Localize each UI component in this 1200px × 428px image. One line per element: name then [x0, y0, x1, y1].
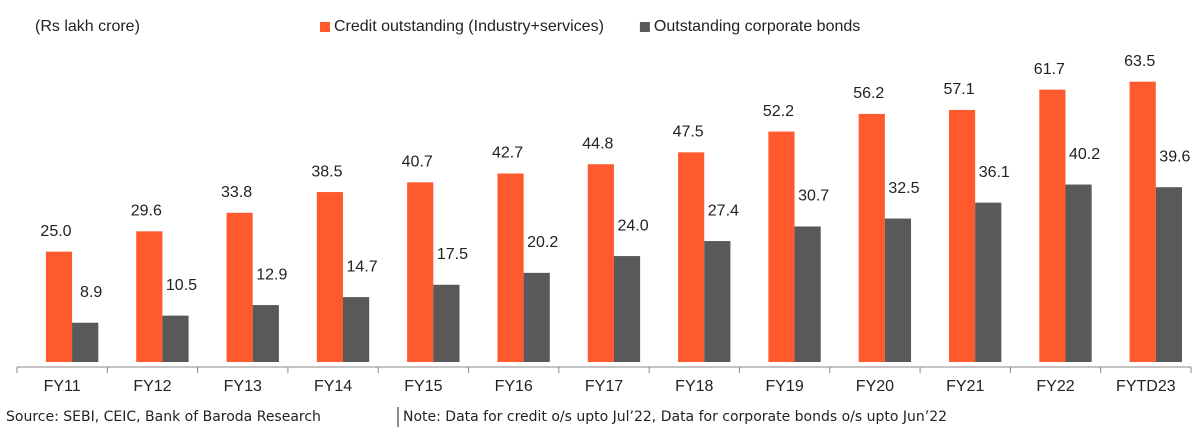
x-tick-label: FY16 — [495, 378, 533, 395]
bar — [858, 113, 885, 362]
legend-label: Credit outstanding (Industry+services) — [334, 18, 604, 35]
x-tick-label: FY17 — [585, 378, 623, 395]
value-label: 8.9 — [80, 284, 102, 301]
x-tick-label: FY15 — [404, 378, 442, 395]
x-tick-label: FY19 — [765, 378, 803, 395]
bar — [768, 131, 795, 362]
bar — [226, 212, 253, 362]
value-label: 40.7 — [402, 154, 433, 171]
value-label: 44.8 — [582, 135, 613, 152]
bar — [1155, 187, 1182, 362]
x-tick-label: FY14 — [314, 378, 352, 395]
bar — [433, 284, 460, 362]
x-tick-label: FY11 — [44, 378, 81, 395]
value-label: 20.2 — [527, 234, 558, 251]
source: Source: SEBI, CEIC, Bank of Baroda Resea… — [6, 409, 321, 425]
value-label: 38.5 — [311, 163, 342, 180]
x-tick-label: FY12 — [133, 378, 171, 395]
bar — [587, 164, 614, 362]
bar — [948, 109, 976, 363]
bar — [975, 202, 1002, 362]
value-label: 30.7 — [798, 188, 829, 205]
legend-swatch — [639, 22, 650, 32]
value-label: 42.7 — [492, 145, 523, 162]
bar — [45, 251, 73, 362]
value-label: 10.5 — [166, 277, 197, 294]
bar — [407, 182, 434, 362]
value-label: 47.5 — [673, 124, 704, 141]
value-label: 25.0 — [40, 223, 71, 240]
bar — [252, 305, 279, 362]
x-tick-label: FY20 — [856, 378, 894, 395]
value-label: 61.7 — [1034, 61, 1065, 78]
bar — [72, 322, 99, 362]
bar — [678, 152, 705, 362]
value-label: 32.5 — [888, 180, 919, 197]
note: Note: Data for credit o/s upto Jul’22, D… — [403, 409, 947, 425]
bar — [497, 173, 524, 362]
bar — [523, 272, 550, 362]
legend-label: Outstanding corporate bonds — [654, 18, 860, 35]
bar — [136, 231, 163, 362]
value-label: 39.6 — [1159, 148, 1190, 165]
value-label: 36.1 — [979, 164, 1010, 181]
bar — [1065, 184, 1092, 362]
value-label: 29.6 — [131, 203, 162, 220]
value-label: 56.2 — [853, 85, 884, 102]
x-tick-label: FYTD23 — [1116, 378, 1176, 395]
bar — [704, 241, 731, 362]
bar — [1129, 81, 1156, 362]
legend-swatch — [320, 22, 330, 32]
bar — [794, 226, 821, 362]
x-tick-label: FY21 — [946, 378, 984, 395]
value-label: 40.2 — [1069, 146, 1100, 163]
unit-label: (Rs lakh crore) — [35, 18, 140, 35]
value-label: 14.7 — [347, 258, 378, 275]
value-label: 24.0 — [617, 217, 648, 234]
bar — [162, 315, 189, 362]
bar — [1039, 89, 1066, 362]
bar — [884, 218, 912, 362]
bar — [316, 192, 344, 362]
value-label: 57.1 — [943, 81, 974, 98]
value-label: 12.9 — [256, 266, 287, 283]
value-label: 63.5 — [1124, 53, 1155, 70]
bar — [613, 256, 641, 362]
x-tick-label: FY18 — [675, 378, 713, 395]
value-label: 17.5 — [437, 246, 468, 263]
x-tick-label: FY13 — [224, 378, 262, 395]
bar — [343, 297, 370, 362]
value-label: 52.2 — [763, 103, 794, 120]
x-tick-label: FY22 — [1036, 378, 1074, 395]
value-label: 33.8 — [221, 184, 252, 201]
value-label: 27.4 — [708, 202, 739, 219]
